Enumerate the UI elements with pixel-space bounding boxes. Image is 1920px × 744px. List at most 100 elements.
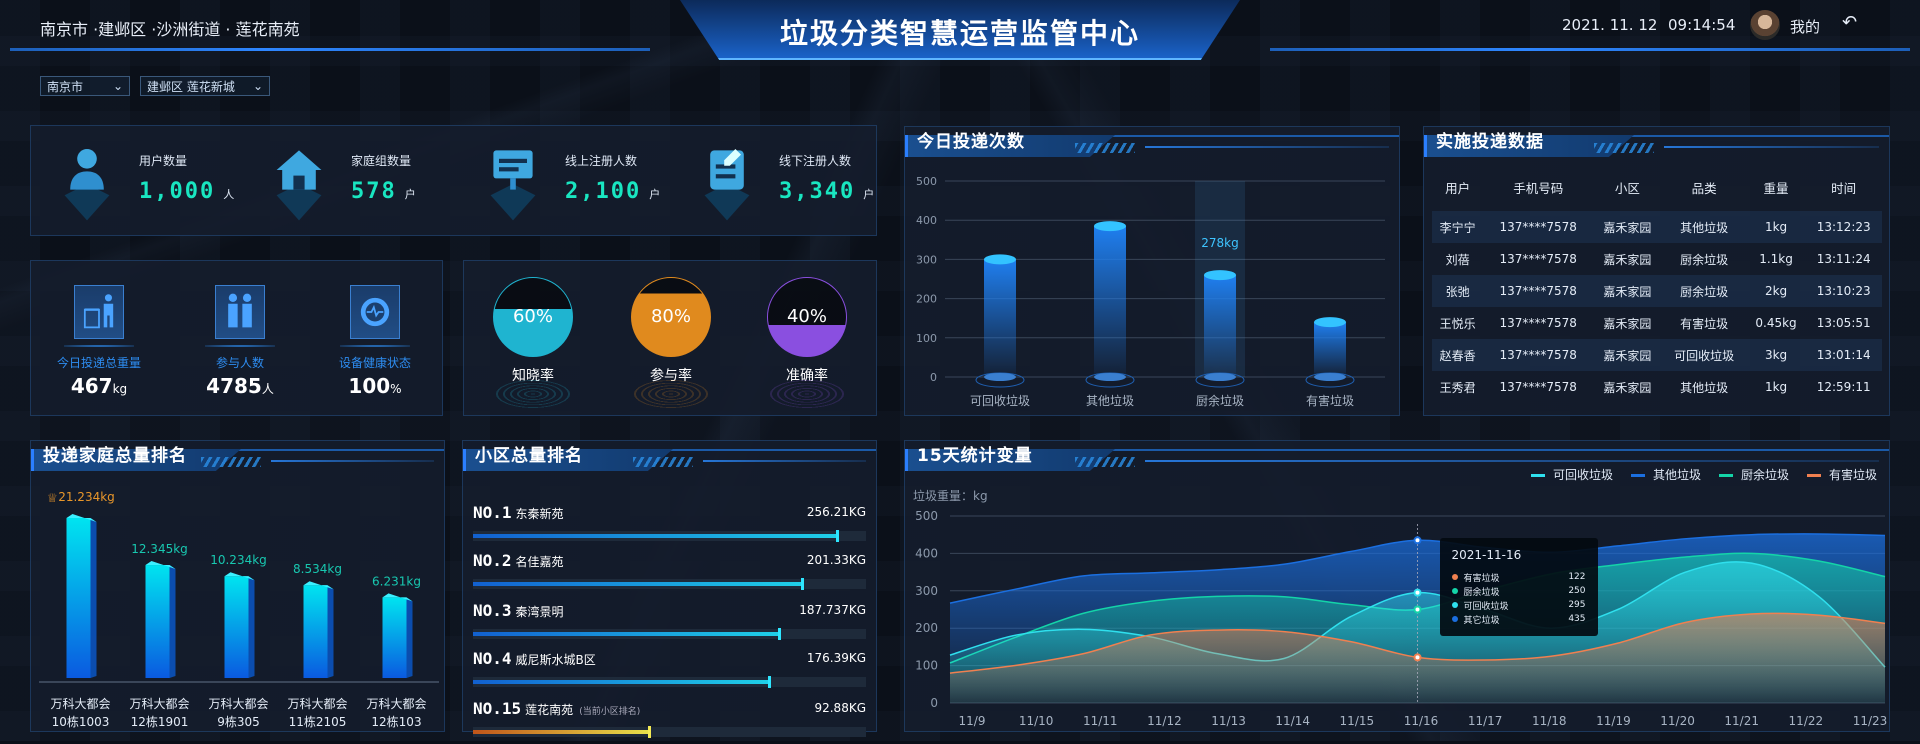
legend-item[interactable]: 厨余垃圾 bbox=[1718, 466, 1789, 483]
legend-label: 有害垃圾 bbox=[1828, 468, 1877, 482]
trash-bin-icon bbox=[74, 285, 124, 339]
community-weight: 92.88KG bbox=[814, 701, 866, 715]
table-cell: 137****7578 bbox=[1499, 380, 1577, 394]
table-row: 张弛 137****7578 嘉禾家园 厨余垃圾 2kg 13:10:23 bbox=[1432, 275, 1882, 307]
panel-title: 15天统计变量 bbox=[917, 446, 1033, 466]
data-point bbox=[1413, 536, 1422, 545]
summary-label: 今日投递总重量 bbox=[56, 356, 141, 370]
y-tick-label: 200 bbox=[916, 293, 937, 306]
header: 南京市 ·建邺区 ·沙洲街道 · 莲花南苑 垃圾分类智慧运营监管中心 2021.… bbox=[0, 0, 1920, 60]
rate-label: 知晓率 bbox=[512, 368, 554, 384]
stat-value: 578 bbox=[351, 179, 397, 204]
x-tick-label: 11/13 bbox=[1211, 714, 1246, 728]
community-name: 秦湾景明 bbox=[515, 605, 564, 619]
people-icon bbox=[215, 285, 265, 339]
x-tick-label: 11/10 bbox=[1019, 714, 1054, 728]
chart-legend: 可回收垃圾 其他垃圾 厨余垃圾 有害垃圾 bbox=[1530, 466, 1877, 483]
y-tick-label: 300 bbox=[915, 584, 938, 598]
legend-item[interactable]: 有害垃圾 bbox=[1806, 466, 1877, 483]
bar-data-label: 6.231kg bbox=[372, 574, 421, 588]
y-tick-label: 500 bbox=[915, 509, 938, 523]
table-cell: 厨余垃圾 bbox=[1680, 284, 1729, 299]
table-cell: 0.45kg bbox=[1755, 316, 1797, 330]
bar-top bbox=[1204, 270, 1236, 281]
summary-value: 467kg bbox=[29, 374, 169, 398]
tooltip-dot bbox=[1451, 588, 1458, 594]
district-select-value: 建邺区 莲花新城 bbox=[147, 79, 235, 94]
summary-unit: kg bbox=[112, 382, 128, 396]
bar bbox=[224, 576, 249, 678]
gear-heartbeat-icon bbox=[350, 285, 400, 339]
rate-percent: 80% bbox=[650, 306, 691, 327]
table-row: 王秀君 137****7578 嘉禾家园 其他垃圾 1kg 12:59:11 bbox=[1432, 371, 1882, 403]
progress-track bbox=[473, 726, 866, 738]
bar-data-label: 10.234kg bbox=[210, 553, 267, 567]
stat-label: 线上注册人数 bbox=[565, 154, 638, 168]
bar-data-label: 21.234kg bbox=[58, 490, 115, 504]
table-cell: 12:59:11 bbox=[1816, 380, 1871, 394]
table-cell: 1.1kg bbox=[1759, 252, 1793, 266]
legend-swatch bbox=[1630, 474, 1645, 477]
bar-base bbox=[984, 373, 1016, 381]
x-tick-label: 11/17 bbox=[1468, 714, 1503, 728]
tooltip-series: 厨余垃圾 bbox=[1463, 587, 1500, 598]
x-tick-label: 有害垃圾 bbox=[1306, 393, 1354, 408]
icon-base-glow bbox=[340, 345, 410, 347]
table-cell: 137****7578 bbox=[1499, 252, 1577, 266]
tooltip-date: 2021-11-16 bbox=[1451, 548, 1522, 562]
panel-header: 小区总量排名 bbox=[463, 441, 876, 471]
bar bbox=[984, 259, 1016, 377]
icon-base-glow bbox=[64, 345, 134, 347]
rate-percent: 60% bbox=[512, 306, 553, 327]
community-weight: 176.39KG bbox=[806, 651, 866, 665]
legend-swatch bbox=[1718, 474, 1733, 477]
legend-item[interactable]: 其他垃圾 bbox=[1630, 466, 1701, 483]
bar-top bbox=[984, 254, 1016, 265]
user-icon bbox=[59, 144, 115, 224]
summary-number: 4785 bbox=[206, 374, 262, 398]
stat-unit: 人 bbox=[223, 188, 235, 201]
bar-top bbox=[66, 514, 97, 522]
city-select-value: 南京市 bbox=[47, 79, 84, 94]
progress-track bbox=[473, 530, 866, 542]
bar-base bbox=[1094, 373, 1126, 381]
legend-swatch bbox=[1530, 474, 1545, 477]
back-icon[interactable]: ↶ bbox=[1842, 12, 1858, 33]
y-tick-label: 200 bbox=[915, 621, 938, 635]
legend-swatch bbox=[1806, 474, 1821, 477]
x-tick-label: 11/9 bbox=[959, 714, 986, 728]
x-label-line2: 10栋1003 bbox=[52, 714, 110, 729]
x-tick-label: 11/23 bbox=[1853, 714, 1888, 728]
bar bbox=[382, 597, 407, 678]
table-cell: 有害垃圾 bbox=[1680, 316, 1729, 331]
district-select[interactable]: 建邺区 莲花新城 ⌄ bbox=[140, 76, 270, 96]
table-cell: 嘉禾家园 bbox=[1603, 348, 1652, 363]
tooltip-value: 122 bbox=[1568, 572, 1586, 582]
tooltip-row: 厨余垃圾 250 bbox=[1451, 584, 1586, 598]
summary-label: 设备健康状态 bbox=[338, 356, 411, 370]
table-cell: 其他垃圾 bbox=[1680, 220, 1729, 235]
location-breadcrumb: 南京市 ·建邺区 ·沙洲街道 · 莲花南苑 bbox=[40, 20, 300, 39]
rank-note: (当前小区排名) bbox=[579, 707, 641, 717]
today-bar-chart: 0 100 200 300 400 500 可回收垃圾 其他垃圾 278kg 厨余垃圾 有害垃圾 bbox=[916, 175, 1385, 408]
table-row: 李宁宁 137****7578 嘉禾家园 其他垃圾 1kg 13:12:23 bbox=[1432, 211, 1882, 243]
delivery-table: 用户 手机号码 小区 品类 重量 时间 李宁宁 137****7578 嘉禾家园 其他垃圾 1kg… bbox=[1432, 163, 1882, 403]
progress-fill bbox=[473, 726, 651, 738]
legend-item[interactable]: 可回收垃圾 bbox=[1530, 466, 1613, 483]
table-cell: 厨余垃圾 bbox=[1680, 252, 1729, 267]
summary-label: 参与人数 bbox=[215, 356, 264, 370]
panel-title: 小区总量排名 bbox=[475, 446, 583, 466]
table-row: 赵春香 137****7578 嘉禾家园 可回收垃圾 3kg 13:01:14 bbox=[1432, 339, 1882, 371]
bar-top bbox=[224, 572, 255, 581]
avatar[interactable] bbox=[1750, 10, 1780, 40]
legend-label: 其他垃圾 bbox=[1652, 468, 1701, 482]
tooltip-dot bbox=[1451, 602, 1458, 608]
city-select[interactable]: 南京市 ⌄ bbox=[40, 76, 130, 96]
tooltip-value: 295 bbox=[1568, 600, 1586, 610]
bar-top bbox=[303, 581, 334, 590]
bar bbox=[145, 565, 170, 678]
my-account-link[interactable]: 我的 bbox=[1790, 18, 1821, 36]
summary-unit: % bbox=[390, 382, 402, 396]
stat-unit: 户 bbox=[649, 188, 661, 201]
table-row: 王悦乐 137****7578 嘉禾家园 有害垃圾 0.45kg 13:05:51 bbox=[1432, 307, 1882, 339]
